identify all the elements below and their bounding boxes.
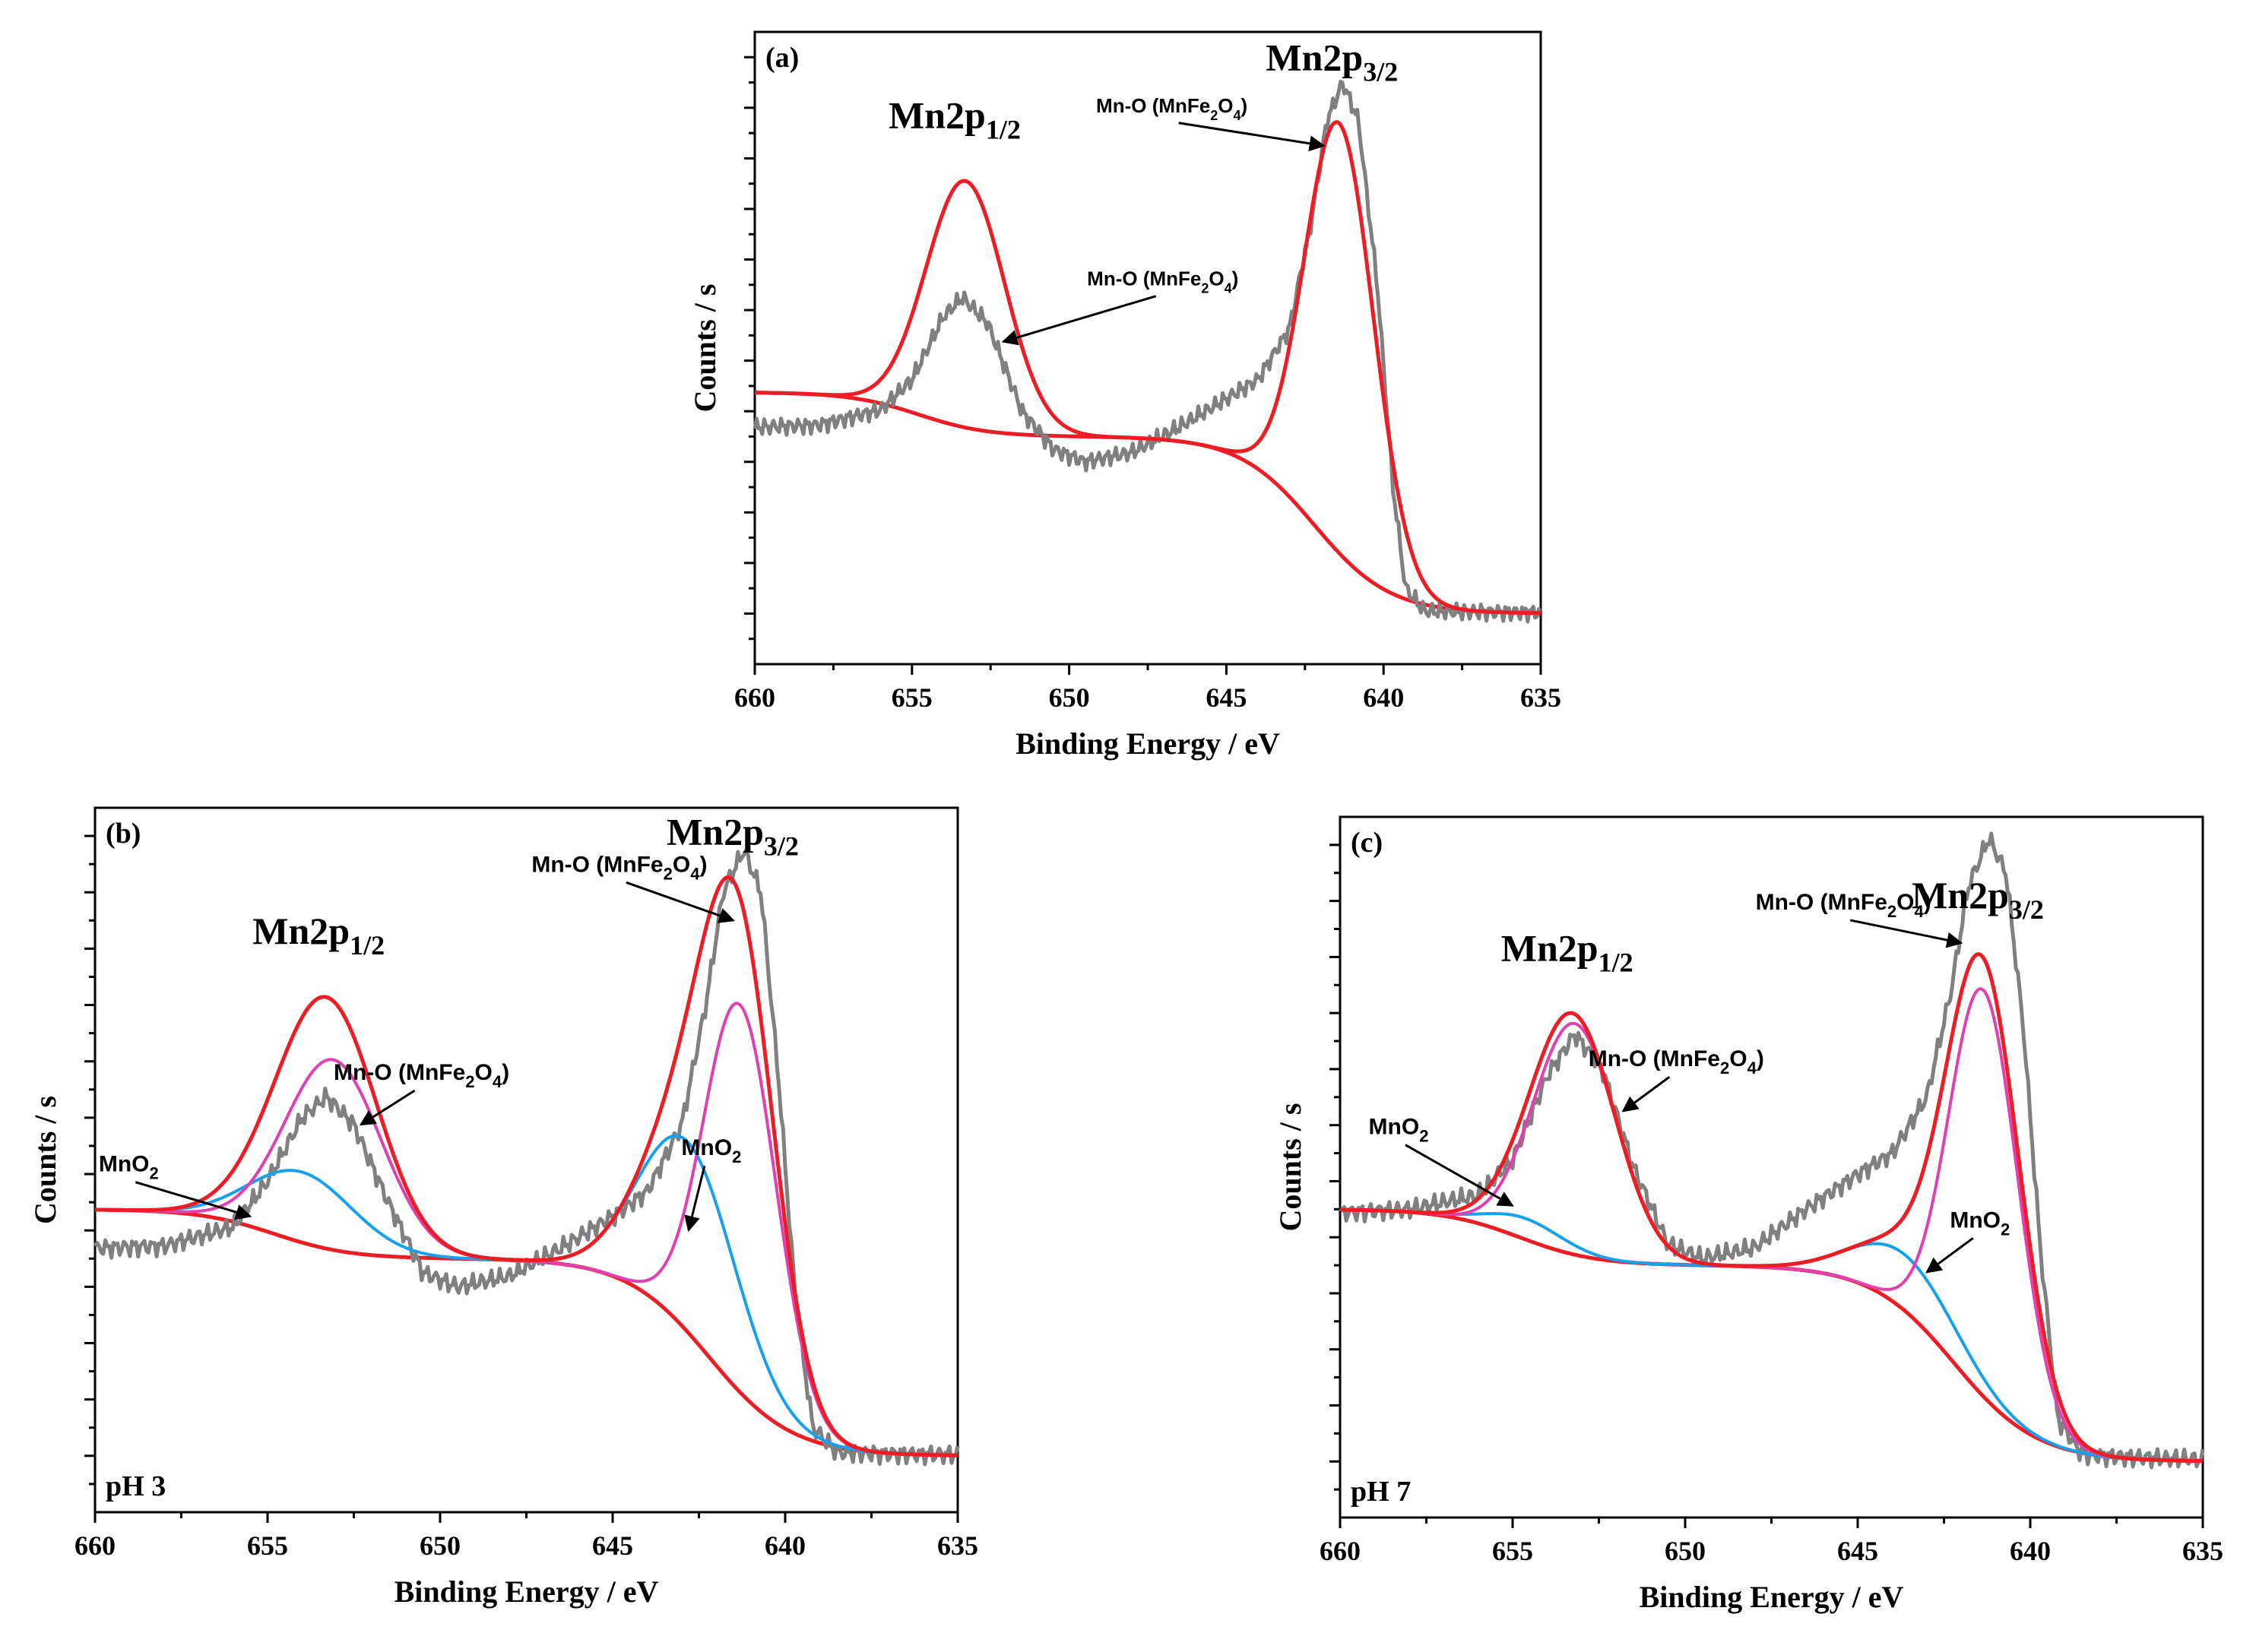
panel-b: 660 655 650 645 640 635 Binding Energy / eV Cou…	[28, 806, 978, 1609]
x-axis-title: Binding Energy / eV	[1640, 1580, 1904, 1614]
annotation-arrow	[684, 1165, 706, 1233]
annotation-arrow	[1621, 1076, 1671, 1112]
condition-label: pH 7	[1351, 1476, 1411, 1508]
panel-tag: (b)	[106, 818, 141, 850]
x-tick-label: 640	[1363, 682, 1404, 713]
x-tick-label: 645	[592, 1530, 633, 1561]
series-envelope	[1340, 952, 2203, 1464]
x-tick-label: 660	[1320, 1536, 1361, 1566]
x-tick-label: 655	[247, 1530, 288, 1561]
series-envelope	[755, 120, 1541, 616]
condition-label: pH 3	[106, 1470, 166, 1502]
x-tick-label: 650	[1665, 1536, 1706, 1566]
peak-label: Mn2p1/2	[889, 93, 1021, 144]
plot-frame	[753, 30, 1542, 666]
x-tick-label: 635	[1520, 682, 1561, 713]
panel-a: 660 655 650 645 640 635 Binding Energy / eV Cou…	[688, 30, 1561, 761]
series-raw	[93, 848, 960, 1467]
x-tick-label: 640	[2010, 1536, 2051, 1566]
annotation-label: Mn-O (MnFe2O4)	[1589, 1046, 1764, 1078]
annotation-arrow	[135, 1181, 252, 1220]
x-tick-label: 650	[1049, 682, 1090, 713]
annotation-arrow	[1001, 295, 1157, 346]
annotation-arrow	[1925, 1237, 1974, 1274]
series-mn-o	[1340, 987, 2203, 1463]
annotation-label: MnO2	[1369, 1115, 1429, 1146]
annotation-label: Mn-O (MnFe2O4)	[334, 1060, 509, 1091]
annotation-arrow	[1178, 122, 1326, 152]
annotation-label: Mn-O (MnFe2O4)	[531, 852, 707, 883]
x-tick-label: 645	[1206, 682, 1247, 713]
y-axis-title: Counts / s	[1273, 1103, 1307, 1232]
x-tick-label: 655	[892, 682, 933, 713]
annotation-label: MnO2	[99, 1152, 159, 1183]
annotation-label: MnO2	[681, 1135, 741, 1166]
peak-label: Mn2p3/2	[1266, 36, 1398, 87]
peak-label: Mn2p1/2	[252, 910, 385, 961]
peak-label: Mn2p1/2	[1501, 927, 1633, 978]
x-axis-title: Binding Energy / eV	[394, 1574, 659, 1609]
annotation-label: MnO2	[1950, 1207, 2010, 1239]
annotation-arrow	[1849, 919, 1963, 948]
panel-tag: (c)	[1351, 827, 1383, 859]
x-tick-label: 635	[937, 1530, 978, 1561]
series-raw	[753, 80, 1541, 624]
panel-tag: (a)	[765, 42, 799, 74]
plot-frame	[1339, 815, 2204, 1519]
x-tick-label: 660	[74, 1530, 116, 1561]
annotation-arrow	[359, 1089, 416, 1126]
annotation-arrow	[626, 881, 735, 923]
x-tick-label: 655	[1492, 1536, 1533, 1566]
y-axis-title: Counts / s	[688, 284, 722, 413]
x-tick-label: 660	[734, 682, 775, 713]
peak-label: Mn2p3/2	[667, 811, 799, 862]
annotation-label: Mn-O (MnFe2O4)	[1756, 890, 1931, 921]
plot-frame	[93, 806, 959, 1514]
series-mno2	[1340, 1208, 2203, 1463]
x-tick-label: 635	[2182, 1536, 2223, 1566]
x-tick-label: 645	[1837, 1536, 1878, 1566]
x-axis-title: Binding Energy / eV	[1016, 726, 1280, 761]
annotation-label: Mn-O (MnFe2O4)	[1087, 267, 1238, 296]
annotation-arrow	[1405, 1144, 1514, 1207]
peak-label: Mn2p3/2	[1912, 874, 2044, 925]
y-axis-title: Counts / s	[28, 1096, 62, 1224]
series-background	[1340, 1207, 2203, 1464]
x-tick-label: 640	[765, 1530, 806, 1561]
series-envelope	[94, 875, 958, 1457]
series-raw	[1339, 831, 2205, 1470]
annotation-label: Mn-O (MnFe2O4)	[1096, 94, 1247, 123]
panel-c: 660 655 650 645 640 635 Binding Energy / eV Cou…	[1273, 815, 2223, 1614]
x-tick-label: 650	[420, 1530, 461, 1561]
